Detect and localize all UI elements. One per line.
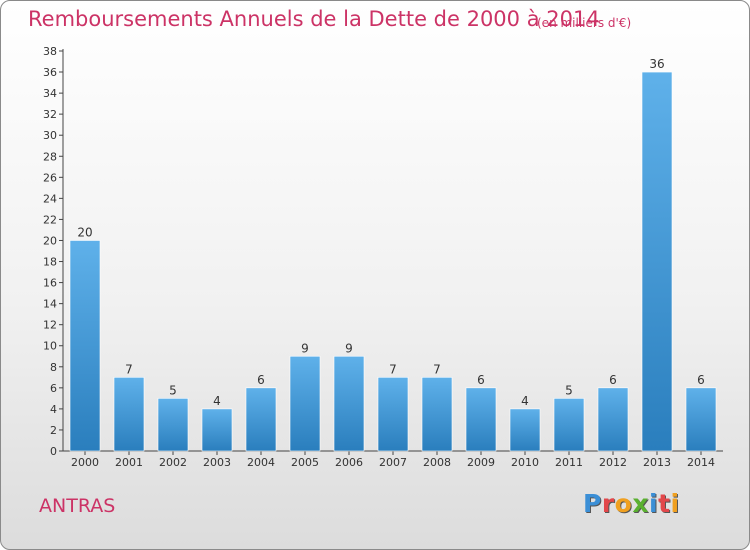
x-tick-label: 2004 <box>247 456 275 469</box>
x-tick-label: 2010 <box>511 456 539 469</box>
data-label: 7 <box>125 362 133 376</box>
y-tick-label: 8 <box>50 361 57 374</box>
chart-unit-subtitle: (en milliers d'€) <box>537 16 632 30</box>
y-tick-label: 16 <box>43 277 57 290</box>
x-tick-label: 2001 <box>115 456 143 469</box>
y-tick-label: 32 <box>43 108 57 121</box>
data-label: 5 <box>565 383 573 397</box>
bar-2010 <box>509 408 541 452</box>
data-label: 9 <box>301 341 309 355</box>
x-tick-label: 2011 <box>555 456 583 469</box>
data-label: 36 <box>649 57 664 71</box>
y-tick-label: 22 <box>43 213 57 226</box>
data-label: 6 <box>697 373 705 387</box>
bar-2009 <box>465 387 497 452</box>
y-tick-label: 36 <box>43 66 57 79</box>
data-label: 20 <box>77 225 92 239</box>
logo-letter: o <box>614 489 633 518</box>
x-tick-label: 2006 <box>335 456 363 469</box>
data-label: 9 <box>345 341 353 355</box>
bar-2000 <box>69 240 101 452</box>
chart-title: Remboursements Annuels de la Dette de 20… <box>28 7 600 31</box>
bar-2004 <box>245 387 277 452</box>
x-tick-label: 2014 <box>687 456 715 469</box>
y-tick-label: 2 <box>50 424 57 437</box>
y-tick-label: 4 <box>50 403 57 416</box>
y-tick-label: 26 <box>43 171 57 184</box>
y-tick-label: 20 <box>43 234 57 247</box>
y-tick-label: 34 <box>43 87 57 100</box>
x-tick-label: 2000 <box>71 456 99 469</box>
logo-letter: i <box>649 489 659 518</box>
bar-2006 <box>333 355 365 452</box>
logo-letter: P <box>583 489 602 518</box>
data-label: 4 <box>213 394 221 408</box>
logo-letter: x <box>632 489 649 518</box>
x-tick-label: 2002 <box>159 456 187 469</box>
bar-2011 <box>553 398 585 452</box>
x-tick-label: 2013 <box>643 456 671 469</box>
y-tick-label: 10 <box>43 340 57 353</box>
x-tick-label: 2007 <box>379 456 407 469</box>
bar-2008 <box>421 377 453 452</box>
commune-name: ANTRAS <box>39 495 116 517</box>
x-tick-label: 2003 <box>203 456 231 469</box>
data-label: 7 <box>433 362 441 376</box>
y-tick-label: 14 <box>43 298 57 311</box>
y-tick-label: 28 <box>43 150 57 163</box>
bar-2002 <box>157 398 189 452</box>
data-label: 7 <box>389 362 397 376</box>
x-tick-label: 2008 <box>423 456 451 469</box>
x-tick-label: 2009 <box>467 456 495 469</box>
y-tick-label: 12 <box>43 319 57 332</box>
bar-2003 <box>201 408 233 452</box>
y-tick-label: 24 <box>43 192 57 205</box>
y-tick-label: 6 <box>50 382 57 395</box>
y-tick-label: 38 <box>43 45 57 58</box>
y-tick-label: 18 <box>43 256 57 269</box>
logo-letter: t <box>658 489 671 518</box>
x-tick-label: 2005 <box>291 456 319 469</box>
bar-2007 <box>377 377 409 452</box>
x-tick-label: 2012 <box>599 456 627 469</box>
bar-2012 <box>597 387 629 452</box>
data-label: 4 <box>521 394 529 408</box>
bar-2014 <box>685 387 717 452</box>
data-label: 6 <box>477 373 485 387</box>
data-label: 5 <box>169 383 177 397</box>
y-tick-label: 30 <box>43 129 57 142</box>
data-label: 6 <box>609 373 617 387</box>
bar-2013 <box>641 71 673 452</box>
y-tick-label: 0 <box>50 445 57 458</box>
logo-letter: r <box>601 489 615 518</box>
bar-2005 <box>289 355 321 452</box>
data-label: 6 <box>257 373 265 387</box>
logo-letter: i <box>670 489 680 518</box>
bar-2001 <box>113 377 145 452</box>
proxiti-logo: Proxiti <box>583 489 680 518</box>
